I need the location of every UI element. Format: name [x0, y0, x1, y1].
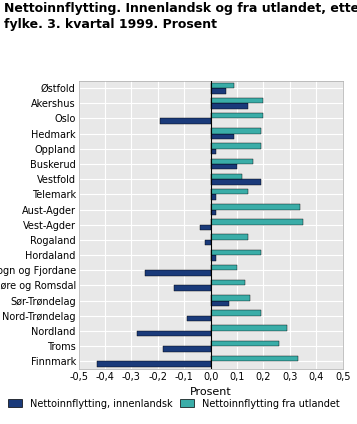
- Bar: [211, 219, 303, 225]
- Bar: [211, 179, 261, 185]
- Bar: [211, 174, 242, 179]
- Bar: [160, 118, 211, 124]
- Bar: [211, 134, 235, 139]
- Bar: [211, 164, 237, 170]
- Bar: [211, 255, 216, 260]
- Bar: [211, 98, 263, 103]
- Bar: [187, 316, 211, 321]
- Bar: [200, 225, 211, 230]
- Bar: [211, 310, 261, 316]
- Bar: [211, 143, 261, 149]
- Bar: [211, 280, 245, 285]
- X-axis label: Prosent: Prosent: [190, 387, 231, 397]
- Bar: [211, 209, 216, 215]
- Legend: Nettoinnflytting, innenlandsk, Nettoinnflytting fra utlandet: Nettoinnflytting, innenlandsk, Nettoinnf…: [9, 399, 340, 409]
- Bar: [211, 113, 263, 118]
- Bar: [211, 301, 229, 306]
- Bar: [211, 128, 261, 134]
- Bar: [211, 356, 298, 361]
- Bar: [205, 240, 211, 245]
- Bar: [211, 83, 235, 88]
- Bar: [163, 346, 211, 351]
- Bar: [97, 361, 211, 367]
- Bar: [211, 250, 261, 255]
- Bar: [174, 285, 211, 291]
- Bar: [211, 265, 237, 270]
- Bar: [211, 189, 248, 194]
- Bar: [211, 340, 279, 346]
- Bar: [211, 88, 226, 94]
- Bar: [211, 204, 301, 209]
- Bar: [137, 331, 211, 336]
- Bar: [211, 149, 216, 154]
- Bar: [211, 159, 253, 164]
- Bar: [211, 326, 287, 331]
- Bar: [211, 234, 248, 240]
- Bar: [211, 194, 216, 200]
- Bar: [145, 270, 211, 276]
- Bar: [211, 103, 248, 109]
- Bar: [211, 295, 250, 301]
- Text: Nettoinnflytting. Innenlandsk og fra utlandet, etter
fylke. 3. kvartal 1999. Pro: Nettoinnflytting. Innenlandsk og fra utl…: [4, 2, 357, 31]
